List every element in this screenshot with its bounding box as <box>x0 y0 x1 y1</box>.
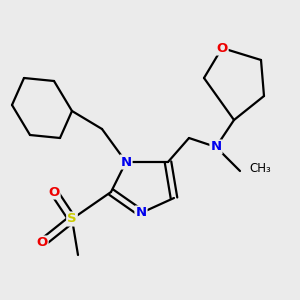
Text: N: N <box>210 140 222 154</box>
Text: O: O <box>36 236 48 250</box>
Text: S: S <box>67 212 77 226</box>
Text: CH₃: CH₃ <box>249 161 271 175</box>
Text: O: O <box>216 41 228 55</box>
Text: N: N <box>135 206 147 220</box>
Text: O: O <box>48 185 60 199</box>
Text: N: N <box>120 155 132 169</box>
